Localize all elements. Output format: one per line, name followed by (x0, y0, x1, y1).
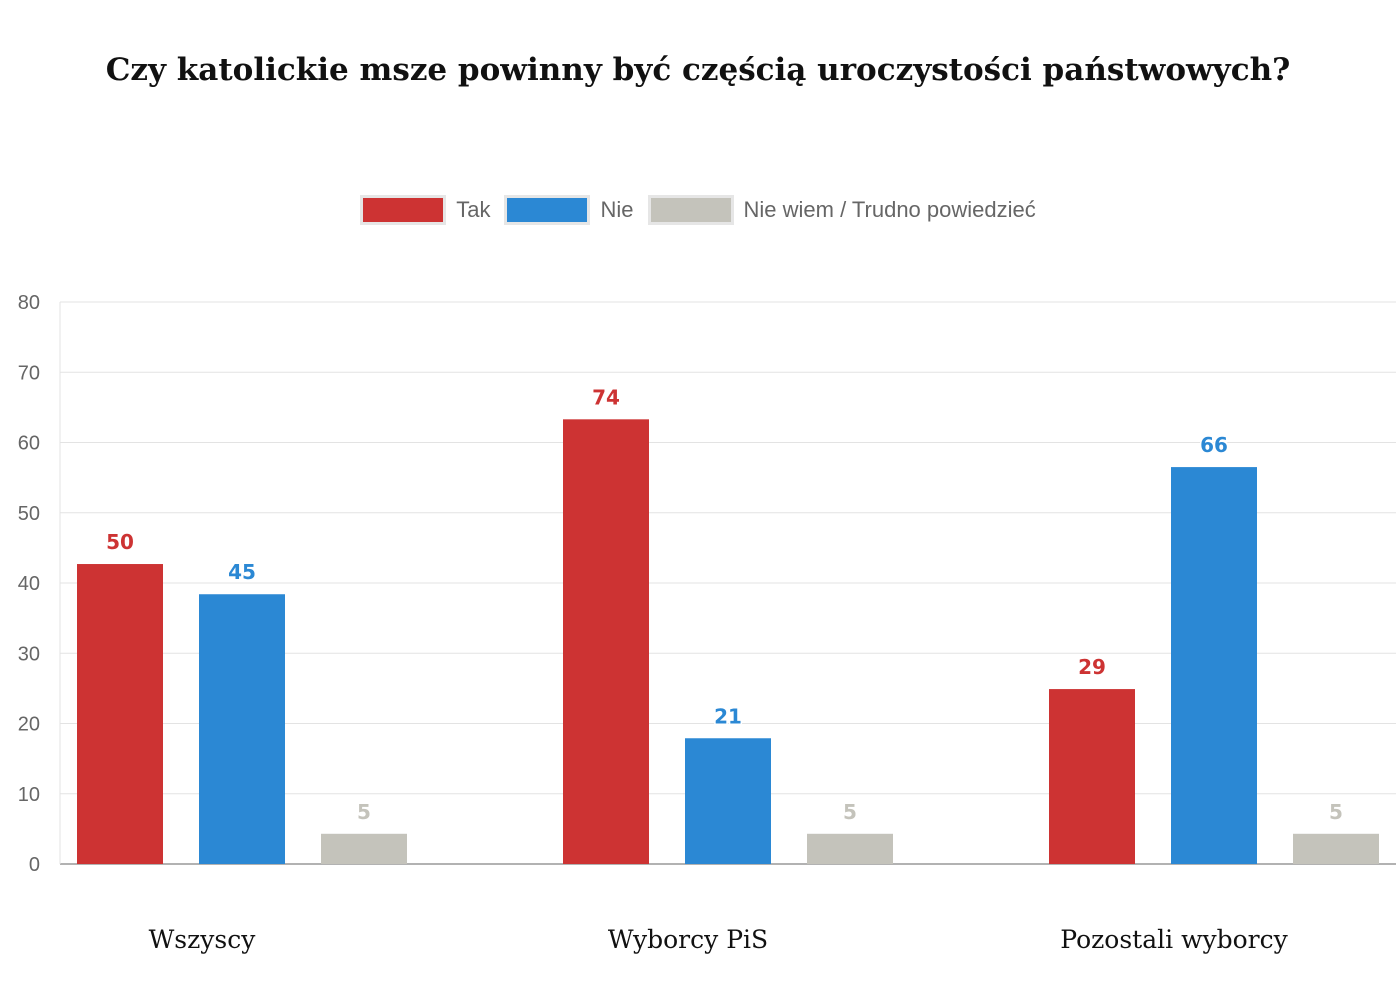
data-label: 74 (592, 385, 620, 409)
data-label: 45 (228, 560, 256, 584)
bar (563, 419, 649, 864)
y-tick-label: 70 (18, 362, 40, 384)
y-tick-label: 80 (18, 292, 40, 314)
y-tick-label: 10 (18, 784, 40, 806)
y-tick-label: 20 (18, 714, 40, 736)
legend-swatch (360, 195, 447, 225)
legend-label: Nie wiem / Trudno powiedzieć (743, 197, 1036, 222)
bar (321, 833, 407, 864)
x-tick-label: Wszyscy (149, 925, 257, 954)
legend-item-nie-wiem[interactable]: Nie wiem / Trudno powiedzieć (647, 195, 1036, 225)
legend-label: Nie (600, 197, 634, 222)
x-tick-label: Pozostali wyborcy (1060, 925, 1288, 954)
bar (1171, 467, 1257, 864)
y-tick-label: 50 (18, 503, 40, 525)
legend: Tak Nie Nie wiem / Trudno powiedzieć (0, 195, 1396, 225)
data-label: 5 (1329, 800, 1343, 824)
data-label: 50 (106, 530, 134, 554)
bar (1293, 833, 1379, 864)
bar (199, 594, 285, 864)
bar (1049, 689, 1135, 864)
y-tick-label: 0 (29, 854, 40, 876)
y-tick-label: 30 (18, 643, 40, 665)
chart-title: Czy katolickie msze powinny być częścią … (105, 52, 1291, 88)
data-label: 5 (843, 800, 857, 824)
legend-swatch (647, 195, 734, 225)
legend-item-tak[interactable]: Tak (360, 195, 490, 225)
x-tick-label: Wyborcy PiS (608, 925, 768, 954)
legend-item-nie[interactable]: Nie (504, 195, 634, 225)
data-label: 66 (1200, 433, 1228, 457)
data-label: 5 (357, 800, 371, 824)
y-tick-label: 40 (18, 573, 40, 595)
bar (685, 738, 771, 864)
bar (77, 564, 163, 864)
data-label: 21 (714, 704, 742, 728)
data-label: 29 (1078, 655, 1106, 679)
y-tick-label: 60 (18, 433, 40, 455)
legend-swatch (504, 195, 591, 225)
bar (807, 833, 893, 864)
legend-label: Tak (456, 197, 491, 222)
